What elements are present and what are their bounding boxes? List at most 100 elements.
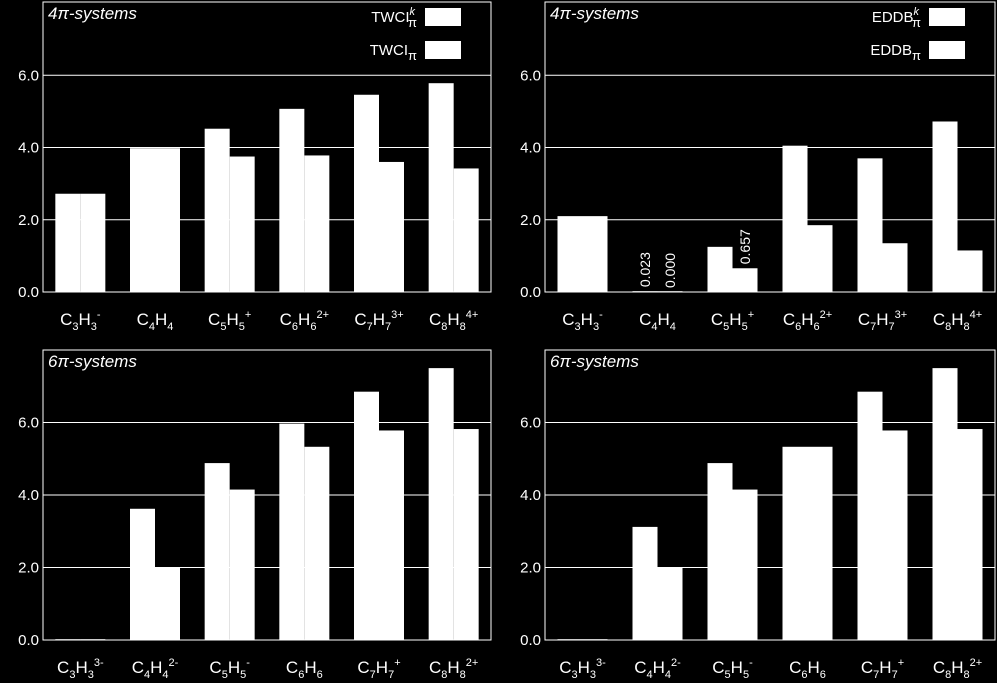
legend-swatch (929, 8, 965, 26)
bar-k-6 (428, 368, 454, 640)
panel-title: 6π-systems (48, 352, 137, 371)
bar-k-6 (932, 368, 958, 640)
bar-k-2 (632, 526, 658, 640)
category-label: C8H84+ (429, 309, 478, 333)
bar-plain-2 (155, 148, 180, 292)
panel-title: 4π-systems (48, 4, 137, 23)
y-tick-label: 0.0 (18, 632, 39, 649)
bar-plain-2 (657, 291, 683, 292)
category-label: C7H73+ (354, 309, 403, 333)
bar-plain-5 (379, 430, 404, 640)
bar-plain-4 (807, 446, 833, 640)
bar-k-3 (707, 246, 733, 292)
legend-swatch (425, 41, 461, 59)
bar-k-4 (279, 423, 305, 640)
legend-swatch (425, 8, 461, 26)
bar-plain-4 (304, 155, 330, 292)
bar-plain-1 (80, 193, 106, 292)
chart-panel-1: 0.0 2.0 4.0 6.0 4π-systems C3H3- C4H4 C5H5+ C6H6… (18, 1, 492, 333)
category-label: C6H62+ (280, 309, 329, 333)
bar-plain-2 (657, 567, 683, 640)
bar-plain-5 (882, 243, 908, 292)
plot-frame (42, 1, 492, 293)
category-label: C4H42- (634, 657, 681, 681)
chart-panel-3: 0.0 2.0 4.0 6.0 6π-systems C3H33- C4H42- C5H5- C… (18, 349, 492, 681)
y-tick-label: 4.0 (18, 487, 39, 504)
category-label: C7H7+ (357, 657, 400, 681)
plot-frame (544, 1, 996, 293)
bar-plain-2 (155, 567, 180, 640)
legend-label: EDDBk π (872, 6, 921, 30)
bar-plain-1 (582, 639, 608, 640)
plot-frame (42, 349, 492, 641)
legend-swatch (929, 41, 965, 59)
category-label: C5H5+ (208, 309, 251, 333)
panel-title: 4π-systems (550, 4, 639, 23)
y-tick-label: 0.0 (520, 284, 541, 301)
category-label: C5H5- (712, 657, 753, 681)
bar-plain-4 (304, 446, 330, 640)
bar-plain-3 (229, 489, 255, 640)
y-tick-label: 4.0 (520, 487, 541, 504)
y-tick-label: 6.0 (18, 415, 39, 432)
category-label: C6H62+ (783, 309, 832, 333)
y-tick-label: 4.0 (18, 140, 39, 157)
bar-k-4 (782, 446, 808, 640)
chart-panel-4: 0.0 2.0 4.0 6.0 6π-systems C3H33- C4H42- C5H5- C… (520, 349, 996, 681)
bar-k-1 (55, 193, 81, 292)
category-label: C5H5+ (711, 309, 754, 333)
bar-plain-6 (957, 250, 983, 292)
bar-k-4 (279, 108, 305, 292)
y-tick-label: 0.0 (520, 632, 541, 649)
bar-k-1 (557, 216, 583, 292)
plot-frame (544, 349, 996, 641)
bar-k-6 (428, 83, 454, 292)
y-tick-label: 6.0 (520, 67, 541, 84)
category-label: C7H73+ (858, 309, 907, 333)
data-label: 0.000 (662, 253, 678, 288)
bar-k-5 (354, 94, 379, 292)
bar-k-2 (130, 148, 155, 292)
bar-plain-6 (957, 429, 983, 640)
category-label: C3H33- (57, 657, 104, 681)
bar-plain-3 (229, 156, 255, 292)
category-label: C5H5- (209, 657, 250, 681)
bar-plain-1 (80, 639, 106, 640)
bar-k-4 (782, 145, 808, 292)
panel-title: 6π-systems (550, 352, 639, 371)
bar-k-6 (932, 121, 958, 293)
category-label: C8H82+ (933, 657, 982, 681)
bar-plain-6 (453, 429, 479, 640)
bar-k-5 (857, 391, 883, 640)
bar-k-3 (204, 128, 230, 292)
bar-plain-3 (732, 268, 758, 292)
y-tick-label: 2.0 (520, 212, 541, 229)
category-label: C3H3- (60, 309, 101, 333)
category-label: C3H33- (559, 657, 606, 681)
bar-k-1 (55, 639, 81, 640)
y-tick-label: 6.0 (18, 67, 39, 84)
category-label: C6H6 (286, 658, 323, 681)
category-label: C7H7+ (861, 657, 904, 681)
bar-plain-3 (732, 489, 758, 640)
chart-panel-2: 0.0 2.0 4.0 6.0 4π-systems C3H3- C4H4 C5H5+ C6H6… (520, 1, 996, 333)
category-label: C4H4 (137, 310, 174, 333)
data-label: 0.023 (637, 252, 653, 287)
legend-label: EDDBπ (870, 42, 921, 63)
category-label: C6H6 (789, 658, 826, 681)
bar-k-5 (857, 158, 883, 292)
category-label: C8H82+ (429, 657, 478, 681)
bar-plain-5 (379, 161, 404, 292)
bar-plain-5 (882, 430, 908, 640)
bar-k-2 (632, 291, 658, 292)
y-tick-label: 2.0 (520, 560, 541, 577)
bar-plain-6 (453, 168, 479, 292)
legend-label: TWCIπ (370, 42, 417, 63)
y-tick-label: 0.0 (18, 284, 39, 301)
bar-k-3 (204, 463, 230, 640)
y-tick-label: 4.0 (520, 140, 541, 157)
bar-k-5 (354, 391, 379, 640)
data-label: 0.657 (737, 229, 753, 264)
y-tick-label: 2.0 (18, 212, 39, 229)
